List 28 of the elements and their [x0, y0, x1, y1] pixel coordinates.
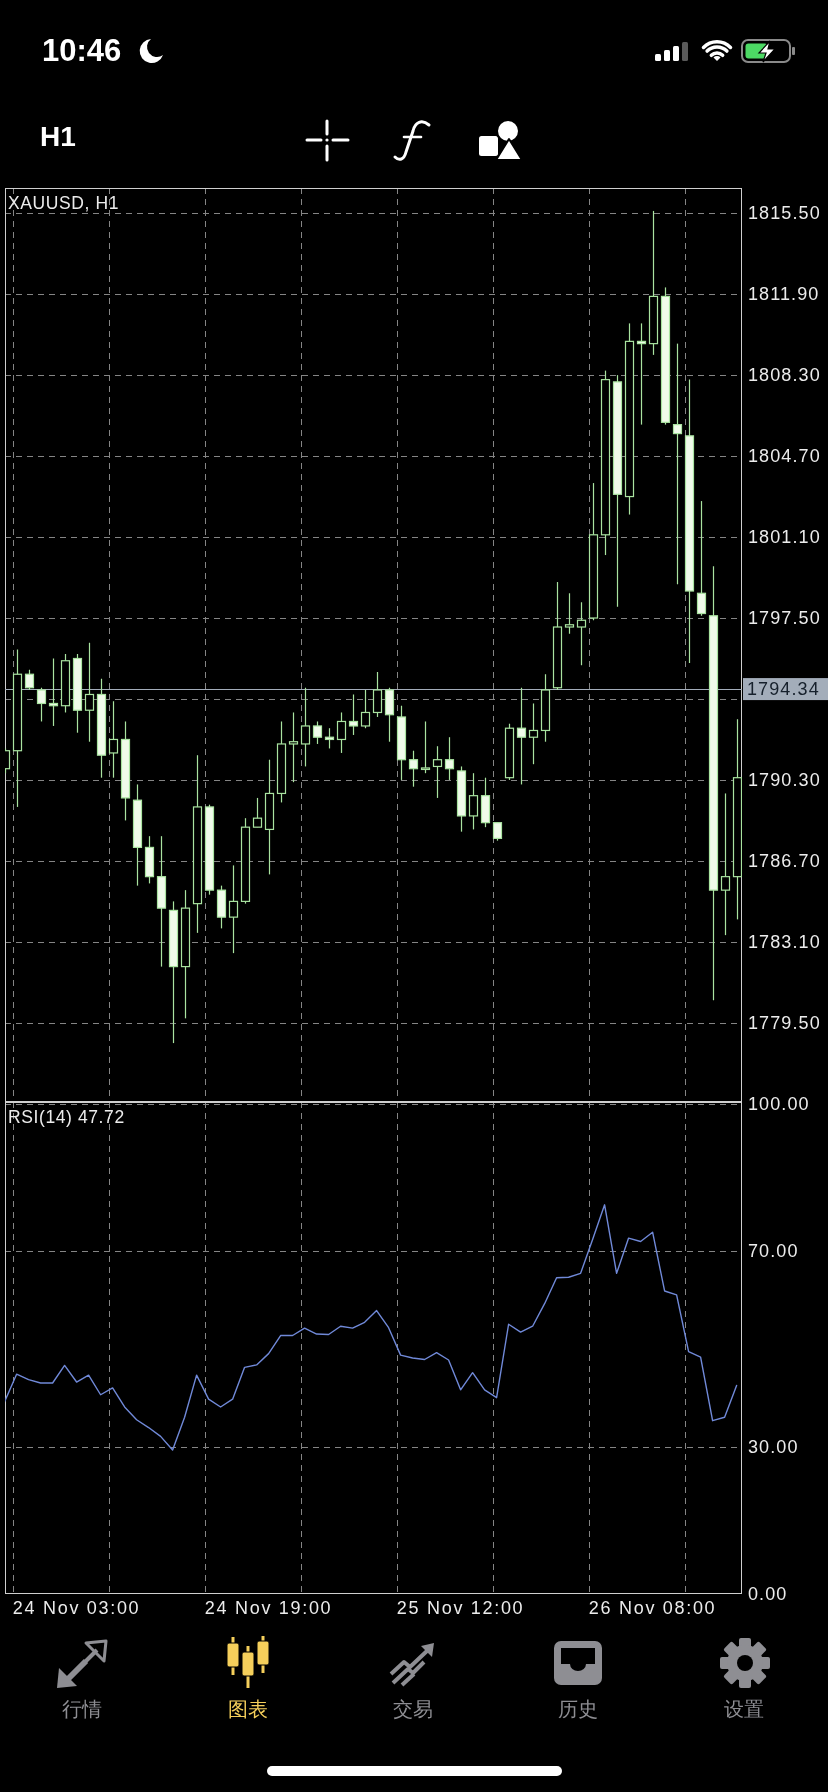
y-tick-label: 30.00 — [748, 1436, 799, 1457]
x-tick-label: 24 Nov 19:00 — [204, 1598, 333, 1619]
x-tick-label: 24 Nov 03:00 — [12, 1598, 141, 1619]
y-tick-label: 1801.10 — [748, 527, 821, 548]
y-tick-label: 1790.30 — [748, 770, 821, 791]
chart-title: XAUUSD, H1 — [8, 193, 120, 213]
text: 历史 — [558, 1698, 598, 1720]
chart-title: RSI(14) 47.72 — [8, 1107, 125, 1127]
x-tick-label: 26 Nov 08:00 — [588, 1598, 717, 1619]
text: H1 — [40, 121, 76, 152]
y-tick-label: 1779.50 — [748, 1013, 821, 1034]
text: 设置 — [724, 1698, 764, 1720]
y-tick-label: 1804.70 — [748, 446, 821, 467]
text: 交易 — [393, 1698, 433, 1720]
y-tick-label: 1815.50 — [748, 203, 821, 224]
y-tick-label: 1797.50 — [748, 608, 821, 629]
y-tick-label: 1808.30 — [748, 365, 821, 386]
text: 10:46 — [42, 33, 122, 68]
text: 图表 — [228, 1698, 268, 1720]
text: 行情 — [62, 1698, 102, 1720]
y-tick-label: 0.00 — [748, 1583, 788, 1604]
y-tick-label: 100.00 — [748, 1094, 810, 1115]
ref-line-label: 1794.34 — [747, 679, 820, 700]
x-tick-label: 25 Nov 12:00 — [396, 1598, 525, 1619]
y-tick-label: 1786.70 — [748, 851, 821, 872]
y-tick-label: 1783.10 — [748, 932, 821, 953]
y-tick-label: 1811.90 — [748, 284, 820, 305]
y-tick-label: 70.00 — [748, 1241, 799, 1262]
